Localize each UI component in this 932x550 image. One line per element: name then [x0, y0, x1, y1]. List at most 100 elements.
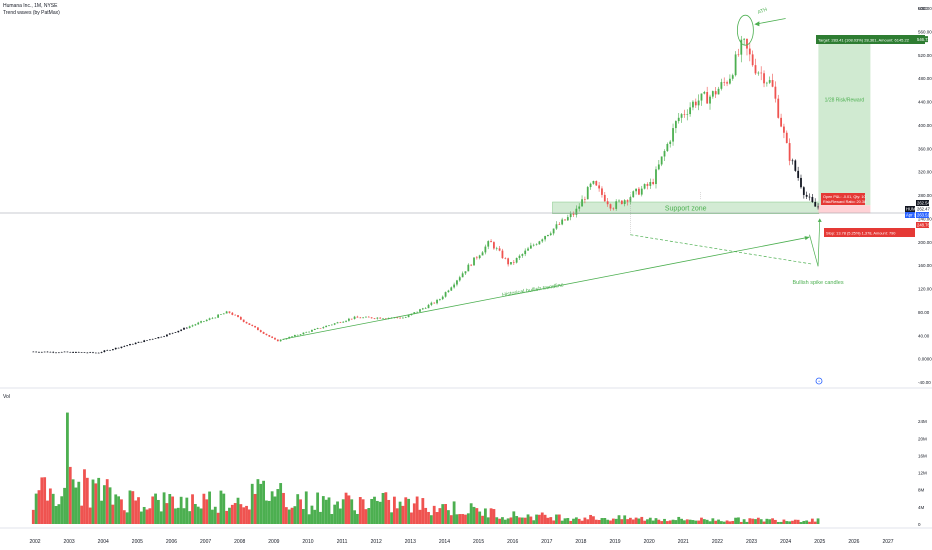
volume-bar: [31, 509, 35, 524]
candle-body: [700, 93, 703, 101]
candle-body: [197, 322, 200, 325]
candle-body: [177, 330, 180, 333]
volume-bar: [302, 508, 305, 524]
open-pl-text: Open P&L: -0.01, Qty: 10: [823, 195, 866, 199]
volume-bar: [691, 520, 695, 524]
price-tag-text: 262.47: [917, 207, 930, 212]
candle-body: [456, 280, 458, 285]
time-tick-label: 2023: [746, 539, 757, 545]
candle-body: [711, 91, 714, 97]
volume-bar: [157, 499, 160, 524]
ath-arrow: [755, 18, 786, 25]
candle-body: [649, 182, 652, 186]
drawings: Support zone 1/28 Risk/Reward Historical b…: [282, 7, 864, 340]
candle-body: [407, 315, 410, 318]
candle-body: [248, 323, 251, 325]
volume-bar: [597, 519, 601, 524]
candle-body: [339, 322, 342, 323]
target-label-text: Target: 283.41 (108.03%) 28,361, Amount:…: [818, 38, 910, 43]
candle-body: [586, 187, 589, 200]
volume-bar: [739, 521, 743, 524]
candle-body: [66, 351, 69, 353]
volume-bar: [495, 517, 499, 524]
candle-body: [717, 88, 720, 95]
volume-bar: [688, 519, 692, 524]
volume-bar: [392, 496, 396, 524]
volume-bar: [526, 514, 530, 524]
volume-bar: [648, 517, 652, 524]
candle-body: [760, 72, 763, 74]
volume-bar: [321, 496, 325, 524]
candle-body: [220, 314, 222, 315]
volume-bar: [66, 412, 69, 524]
candle-body: [501, 250, 504, 259]
volume-bar: [501, 517, 504, 524]
candle-body: [137, 341, 140, 343]
candle-body: [780, 117, 782, 127]
price-candles: [32, 35, 819, 354]
time-tick-label: 2027: [882, 539, 893, 545]
volume-bar: [606, 519, 610, 524]
candle-body: [478, 255, 481, 259]
volume-bar: [356, 513, 359, 524]
candle-body: [129, 343, 131, 346]
volume-bar: [441, 504, 445, 524]
volume-bar: [193, 504, 197, 524]
time-tick-label: 2008: [234, 539, 245, 545]
target-zone-box: [818, 39, 871, 206]
time-tick-label: 2017: [541, 539, 552, 545]
volume-bar: [375, 500, 379, 524]
volume-bar: [247, 509, 251, 524]
ath-arrowhead: [754, 21, 760, 27]
candle-body: [777, 98, 780, 118]
candle-body: [342, 321, 345, 323]
volume-bar: [256, 479, 260, 524]
volume-bar: [384, 492, 388, 524]
volume-bar: [552, 520, 556, 524]
volume-bar: [719, 521, 723, 524]
candle-body: [640, 188, 643, 195]
volume-bar: [705, 519, 709, 524]
candle-body: [646, 184, 649, 186]
candle-body: [490, 241, 492, 243]
candle-body: [802, 187, 805, 195]
candle-body: [498, 248, 501, 251]
candle-body: [547, 234, 549, 237]
price-tag-bg: [916, 36, 928, 43]
volume-bar: [611, 518, 615, 524]
candle-body: [643, 184, 646, 189]
candle-body: [595, 181, 598, 186]
volume-bar: [796, 519, 800, 524]
candle-body: [521, 254, 524, 256]
volume-bar: [452, 501, 456, 524]
volume-bar: [742, 519, 746, 524]
volume-bar: [651, 520, 655, 524]
candle-body: [222, 313, 225, 315]
candle-body: [438, 299, 441, 300]
candle-body: [57, 352, 60, 354]
candle-body: [680, 114, 683, 118]
candle-body: [811, 197, 814, 202]
volume-bar: [367, 507, 371, 524]
volume-tick-label: 0: [918, 522, 921, 527]
candle-body: [231, 312, 234, 315]
candle-body: [83, 352, 86, 353]
volume-bar: [213, 506, 217, 524]
candle-body: [703, 92, 706, 94]
candle-body: [49, 351, 52, 353]
spike-arrow-line: [817, 219, 821, 267]
volume-bar: [791, 520, 794, 524]
candle-body: [319, 328, 322, 329]
time-tick-label: 2009: [268, 539, 279, 545]
volume-bar: [410, 512, 413, 524]
price-tick-label: 360.00: [918, 146, 932, 151]
spike-arrowhead: [817, 218, 822, 222]
price-tick-label: 200.00: [918, 240, 932, 245]
candle-body: [552, 228, 555, 234]
candle-body: [174, 332, 177, 333]
candle-body: [112, 349, 114, 351]
volume-bar: [159, 511, 163, 524]
volume-bar: [557, 514, 561, 524]
candle-body: [620, 200, 623, 204]
